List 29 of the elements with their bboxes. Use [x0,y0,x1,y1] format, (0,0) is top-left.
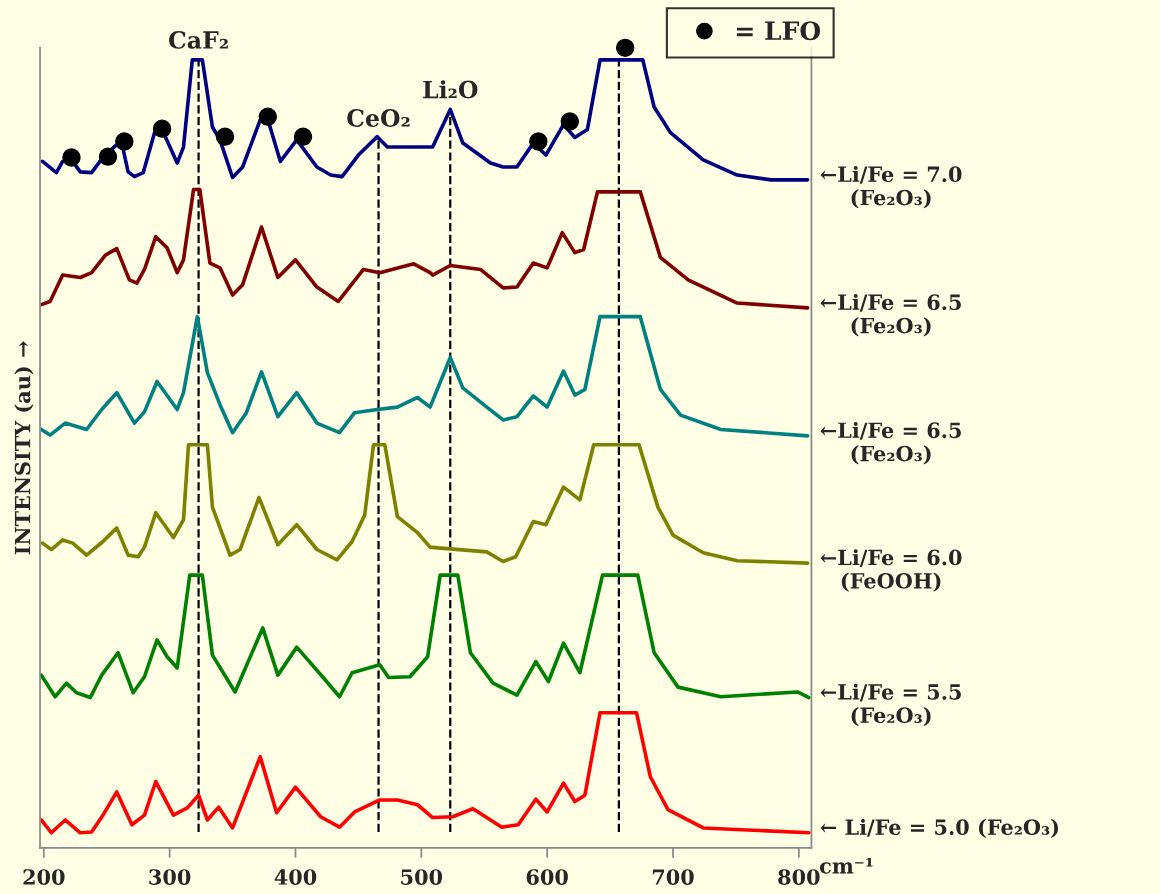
point [529,132,548,151]
series-label: ←Li/Fe = 6.5 (Fe₂O₃) [820,293,961,337]
point [258,107,277,126]
series-label: ←Li/Fe = 6.0 (FeOOH) [820,549,962,592]
x-tick-label: 500 [401,869,443,885]
x-tick-label: 600 [526,869,568,885]
x-axis-title: cm⁻¹ [819,857,873,874]
series-label: ←Li/Fe = 7.0 (Fe₂O₃) [820,165,962,209]
x-tick-label: 300 [149,869,191,885]
point [560,112,580,131]
point [98,147,118,166]
point [115,132,134,151]
ref-line-label: Li₂O [423,80,478,99]
legend-label: = LFO [737,21,821,41]
x-tick-label: 800 [778,869,820,885]
ref-line-label: CaF₂ [168,31,228,49]
series-label: ←Li/Fe = 5.5 (Fe₂O₃) [820,683,961,727]
ref-line-label: CeO₂ [347,109,410,127]
x-tick-label: 200 [23,869,65,885]
point [215,127,235,146]
series-label: ←Li/Fe = 6.5 (Fe₂O₃) [820,422,961,465]
x-tick-label: 700 [652,869,694,885]
point [62,148,81,167]
series-label: ← Li/Fe = 5.0 (Fe₂O₃) [820,818,1059,838]
point [615,38,635,58]
x-tick-label: 400 [274,869,317,885]
y-axis-title: INTENSITY (au) → [14,341,34,555]
point [293,127,313,146]
point [152,119,172,138]
